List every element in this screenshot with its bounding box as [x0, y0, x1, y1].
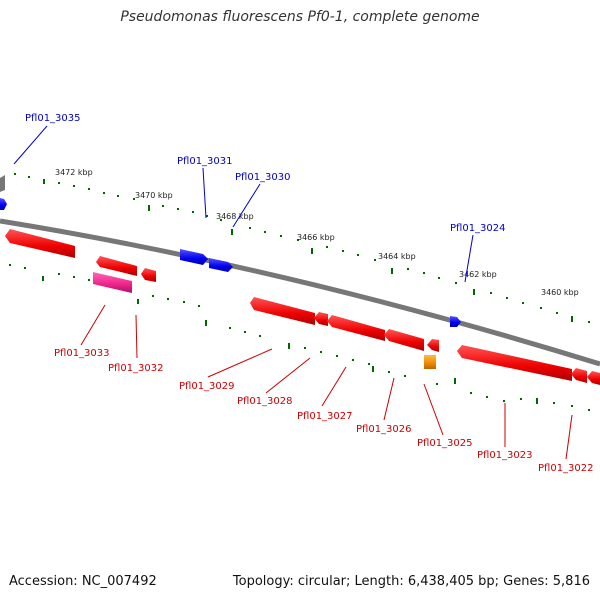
reverse-genes	[5, 229, 600, 385]
gene-label[interactable]: Pfl01_3022	[538, 463, 594, 474]
callout-lines-bottom	[80, 304, 573, 460]
top-scale	[14, 173, 590, 323]
gene-label[interactable]: Pfl01_3030	[235, 172, 291, 183]
gene-label[interactable]: Pfl01_3025	[417, 438, 473, 449]
gene-label[interactable]: Pfl01_3029	[179, 381, 235, 392]
gene-label[interactable]: Pfl01_3031	[177, 156, 233, 167]
forward-genes	[0, 198, 461, 327]
tick-label: 3460 kbp	[541, 288, 579, 297]
tick-label: 3462 kbp	[459, 270, 497, 279]
tick-label: 3466 kbp	[297, 233, 335, 242]
map-title: Pseudomonas fluorescens Pf0-1, complete …	[120, 9, 480, 25]
gene-label[interactable]: Pfl01_3023	[477, 450, 533, 461]
gene-label[interactable]: Pfl01_3032	[108, 363, 164, 374]
bottom-scale	[9, 264, 590, 411]
gene-label[interactable]: Pfl01_3028	[237, 396, 293, 407]
genome-backbone	[0, 218, 600, 367]
gene-label[interactable]: Pfl01_3024	[450, 223, 506, 234]
genome-summary-text: Topology: circular; Length: 6,438,405 bp…	[232, 574, 590, 589]
gene-label[interactable]: Pfl01_3026	[356, 424, 412, 435]
tick-label: 3470 kbp	[135, 191, 173, 200]
tick-label: 3464 kbp	[378, 252, 416, 261]
gene-label[interactable]: Pfl01_3035	[25, 113, 81, 124]
gene-label[interactable]: Pfl01_3033	[54, 348, 110, 359]
tick-label: 3472 kbp	[55, 168, 93, 177]
gene-label[interactable]: Pfl01_3027	[297, 411, 353, 422]
callout-lines-top	[13, 125, 474, 283]
accession-text: Accession: NC_007492	[9, 574, 157, 589]
tick-label: 3468 kbp	[216, 212, 254, 221]
backbone-end-cap	[0, 175, 5, 192]
